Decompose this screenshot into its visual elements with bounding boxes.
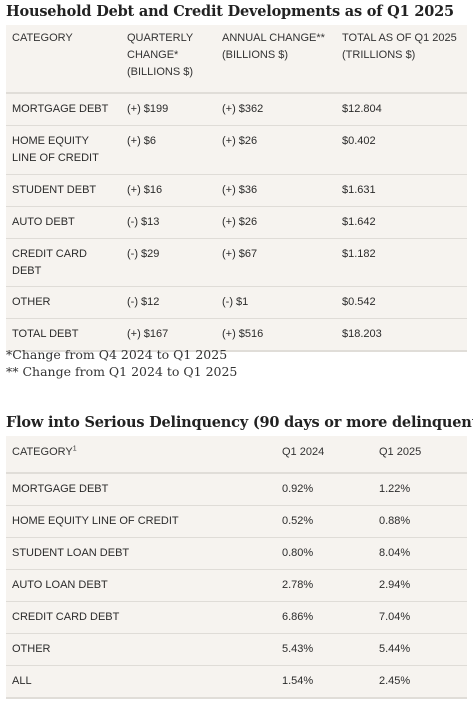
table-row: HOME EQUITY LINE OF CREDIT 0.52% 0.88% bbox=[6, 505, 467, 538]
row-annual: (+) $26 bbox=[216, 206, 336, 239]
row-category: STUDENT DEBT bbox=[6, 174, 121, 207]
row-category: TOTAL DEBT bbox=[6, 318, 121, 352]
row-quarterly: (+) $16 bbox=[121, 174, 216, 207]
row-q1-2024: 1.54% bbox=[276, 665, 373, 699]
row-q1-2025: 7.04% bbox=[373, 601, 467, 634]
row-category: MORTGAGE DEBT bbox=[6, 93, 121, 126]
table-row-total: TOTAL DEBT (+) $167 (+) $516 $18.203 bbox=[6, 318, 467, 352]
row-q1-2025: 2.45% bbox=[373, 665, 467, 699]
table-row: CREDIT CARD DEBT (-) $29 (+) $67 $1.182 bbox=[6, 238, 467, 287]
row-category: CREDIT CARD DEBT bbox=[6, 601, 276, 634]
row-q1-2024: 6.86% bbox=[276, 601, 373, 634]
row-q1-2024: 5.43% bbox=[276, 633, 373, 666]
row-q1-2024: 2.78% bbox=[276, 569, 373, 602]
row-q1-2025: 0.88% bbox=[373, 505, 467, 538]
row-category: STUDENT LOAN DEBT bbox=[6, 537, 276, 570]
table-row: HOME EQUITY LINE OF CREDIT (+) $6 (+) $2… bbox=[6, 125, 467, 175]
row-category: MORTGAGE DEBT bbox=[6, 473, 276, 506]
table-footnotes: *Change from Q4 2024 to Q1 2025 ** Chang… bbox=[6, 346, 237, 380]
row-quarterly: (-) $13 bbox=[121, 206, 216, 239]
header-category: CATEGORY bbox=[6, 25, 121, 94]
footnote-annual: ** Change from Q1 2024 to Q1 2025 bbox=[6, 364, 238, 379]
row-total: $1.642 bbox=[336, 206, 467, 239]
row-total: $0.402 bbox=[336, 125, 467, 175]
row-total: $18.203 bbox=[336, 318, 467, 352]
table-header-row: CATEGORY QUARTERLY CHANGE* (BILLIONS $) … bbox=[6, 25, 467, 94]
row-total: $0.542 bbox=[336, 286, 467, 319]
row-quarterly: (-) $29 bbox=[121, 238, 216, 287]
row-q1-2025: 5.44% bbox=[373, 633, 467, 666]
row-annual: (+) $67 bbox=[216, 238, 336, 287]
debt-table-title: Household Debt and Credit Developments a… bbox=[6, 3, 454, 20]
row-annual: (+) $26 bbox=[216, 125, 336, 175]
header-quarterly-change: QUARTERLY CHANGE* (BILLIONS $) bbox=[121, 25, 216, 94]
delinquency-table: CATEGORY1 Q1 2024 Q1 2025 MORTGAGE DEBT … bbox=[6, 436, 467, 699]
row-quarterly: (+) $6 bbox=[121, 125, 216, 175]
row-q1-2025: 8.04% bbox=[373, 537, 467, 570]
table-row: AUTO LOAN DEBT 2.78% 2.94% bbox=[6, 569, 467, 602]
delinquency-table-title: Flow into Serious Delinquency (90 days o… bbox=[6, 414, 473, 431]
row-category: HOME EQUITY LINE OF CREDIT bbox=[6, 505, 276, 538]
table-row: MORTGAGE DEBT (+) $199 (+) $362 $12.804 bbox=[6, 93, 467, 126]
row-annual: (-) $1 bbox=[216, 286, 336, 319]
table-row: ALL 1.54% 2.45% bbox=[6, 665, 467, 699]
row-total: $1.631 bbox=[336, 174, 467, 207]
row-annual: (+) $362 bbox=[216, 93, 336, 126]
table-row: CREDIT CARD DEBT 6.86% 7.04% bbox=[6, 601, 467, 634]
row-category: HOME EQUITY LINE OF CREDIT bbox=[6, 125, 121, 175]
row-category: AUTO LOAN DEBT bbox=[6, 569, 276, 602]
table-row: STUDENT LOAN DEBT 0.80% 8.04% bbox=[6, 537, 467, 570]
row-q1-2024: 0.80% bbox=[276, 537, 373, 570]
row-category: OTHER bbox=[6, 633, 276, 666]
row-q1-2024: 0.52% bbox=[276, 505, 373, 538]
row-annual: (+) $516 bbox=[216, 318, 336, 352]
row-total: $1.182 bbox=[336, 238, 467, 287]
row-category: OTHER bbox=[6, 286, 121, 319]
row-quarterly: (+) $199 bbox=[121, 93, 216, 126]
row-q1-2024: 0.92% bbox=[276, 473, 373, 506]
row-q1-2025: 1.22% bbox=[373, 473, 467, 506]
row-annual: (+) $36 bbox=[216, 174, 336, 207]
footnote-marker: 1 bbox=[72, 445, 77, 453]
header-category: CATEGORY1 bbox=[6, 436, 276, 474]
table-row: MORTGAGE DEBT 0.92% 1.22% bbox=[6, 473, 467, 506]
table-row: AUTO DEBT (-) $13 (+) $26 $1.642 bbox=[6, 206, 467, 239]
header-annual-change: ANNUAL CHANGE** (BILLIONS $) bbox=[216, 25, 336, 94]
row-category: AUTO DEBT bbox=[6, 206, 121, 239]
table-row: OTHER (-) $12 (-) $1 $0.542 bbox=[6, 286, 467, 319]
row-quarterly: (+) $167 bbox=[121, 318, 216, 352]
row-category: ALL bbox=[6, 665, 276, 699]
footnote-quarterly: *Change from Q4 2024 to Q1 2025 bbox=[6, 347, 228, 362]
table-header-row: CATEGORY1 Q1 2024 Q1 2025 bbox=[6, 436, 467, 474]
row-total: $12.804 bbox=[336, 93, 467, 126]
household-debt-table: CATEGORY QUARTERLY CHANGE* (BILLIONS $) … bbox=[6, 25, 467, 352]
header-q1-2024: Q1 2024 bbox=[276, 436, 373, 474]
row-quarterly: (-) $12 bbox=[121, 286, 216, 319]
row-q1-2025: 2.94% bbox=[373, 569, 467, 602]
header-q1-2025: Q1 2025 bbox=[373, 436, 467, 474]
row-category: CREDIT CARD DEBT bbox=[6, 238, 121, 287]
table-row: STUDENT DEBT (+) $16 (+) $36 $1.631 bbox=[6, 174, 467, 207]
table-row: OTHER 5.43% 5.44% bbox=[6, 633, 467, 666]
header-total: TOTAL AS OF Q1 2025 (TRILLIONS $) bbox=[336, 25, 467, 94]
